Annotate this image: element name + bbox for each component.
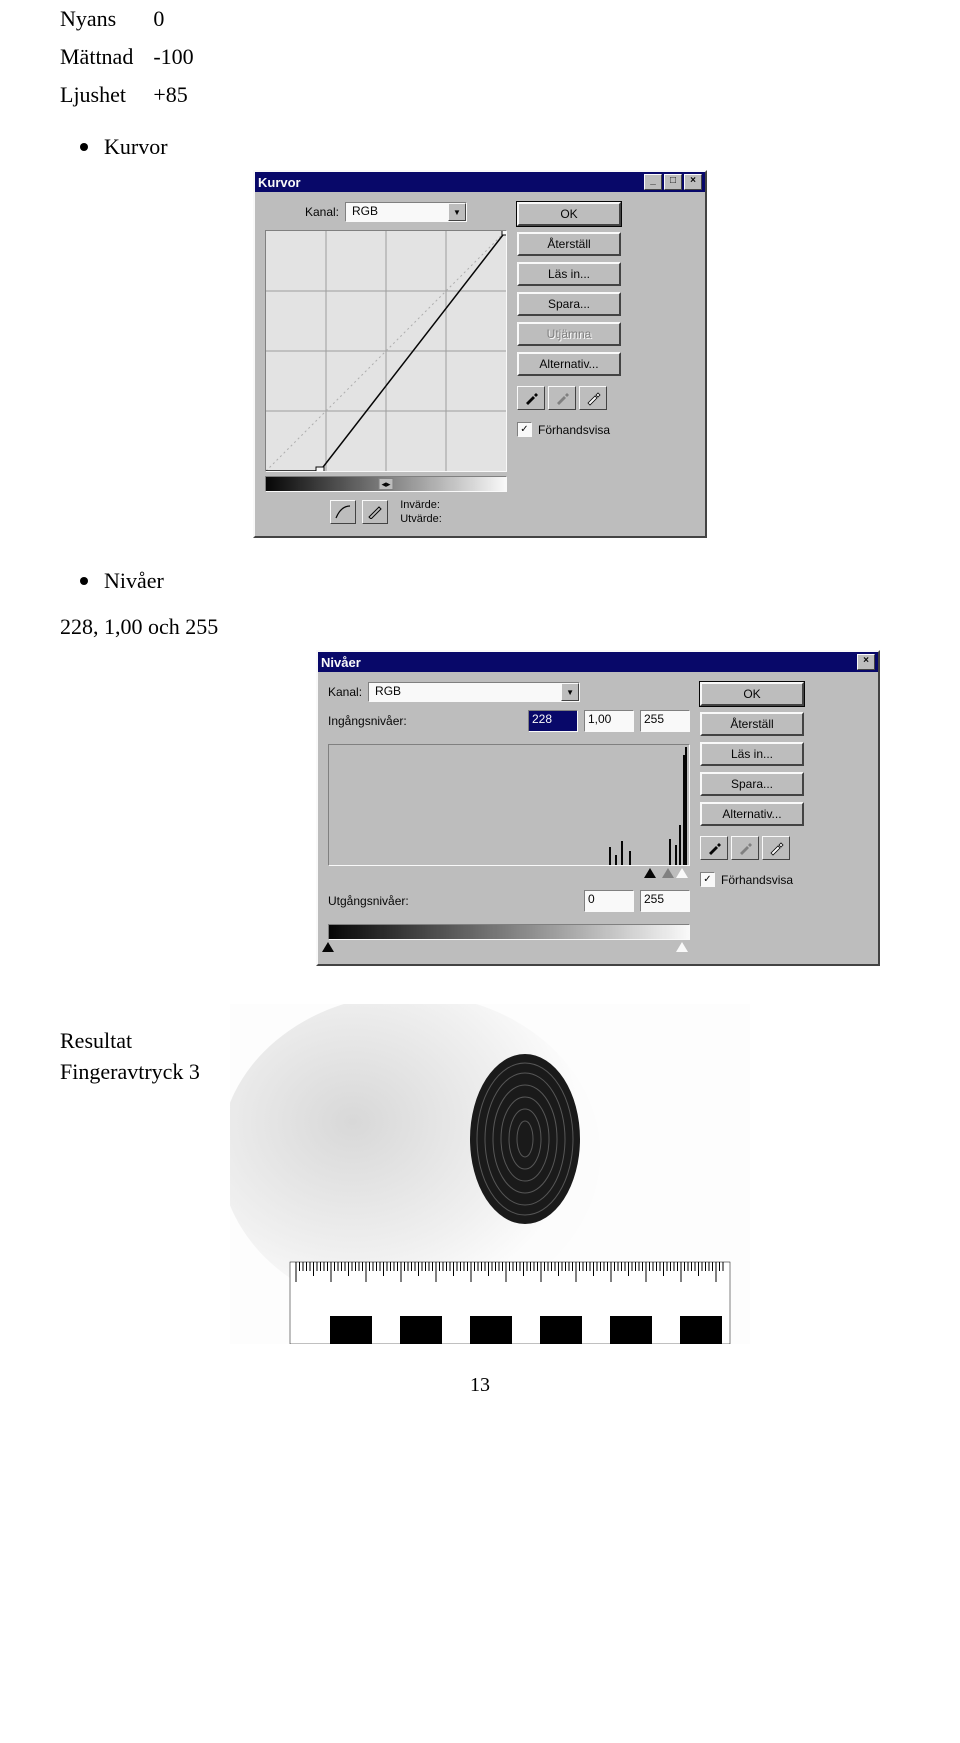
mattnad-label: Mättnad	[60, 38, 153, 76]
kurvor-preview-label: Förhandsvisa	[538, 423, 610, 437]
nivaer-save-button[interactable]: Spara...	[700, 772, 804, 796]
kurvor-preview-checkbox[interactable]: ✓	[517, 422, 532, 437]
kurvor-channel-label: Kanal:	[305, 205, 339, 219]
ljushet-value: +85	[153, 76, 213, 114]
nivaer-output-black[interactable]: 0	[584, 890, 634, 912]
kurvor-in-label: Invärde:	[400, 498, 442, 512]
kurvor-dialog: Kurvor _ □ × Kanal: RGB ▼	[253, 170, 707, 538]
kurvor-titlebar: Kurvor _ □ ×	[255, 172, 705, 192]
eyedropper-black-icon[interactable]	[700, 836, 728, 860]
nivaer-preview-label: Förhandsvisa	[721, 873, 793, 887]
nivaer-channel-value: RGB	[369, 683, 561, 701]
pencil-tool-button[interactable]	[362, 500, 388, 524]
nivaer-load-button[interactable]: Läs in...	[700, 742, 804, 766]
nyans-value: 0	[153, 0, 213, 38]
result-label-2: Fingeravtryck 3	[60, 1057, 200, 1088]
nivaer-title: Nivåer	[321, 655, 361, 670]
nivaer-output-label: Utgångsnivåer:	[328, 894, 409, 908]
nivaer-channel-combo[interactable]: RGB ▼	[368, 682, 580, 702]
kurvor-smooth-button: Utjämna	[517, 322, 621, 346]
ljushet-label: Ljushet	[60, 76, 153, 114]
input-white-slider[interactable]	[676, 868, 688, 878]
kurvor-section-label: Kurvor	[104, 134, 168, 160]
chevron-down-icon[interactable]: ▼	[561, 683, 579, 701]
kurvor-out-label: Utvärde:	[400, 512, 442, 526]
nivaer-histogram	[328, 744, 690, 866]
nivaer-input-white[interactable]: 255	[640, 710, 690, 732]
kurvor-gradient-bar: ◂▸	[265, 476, 507, 492]
nivaer-input-gamma[interactable]: 1,00	[584, 710, 634, 732]
nivaer-reset-button[interactable]: Återställ	[700, 712, 804, 736]
eyedropper-white-icon[interactable]	[762, 836, 790, 860]
nivaer-dialog: Nivåer × Kanal: RGB ▼ Ingångsnivåer:	[316, 650, 880, 966]
kurvor-save-button[interactable]: Spara...	[517, 292, 621, 316]
eyedropper-gray-icon[interactable]	[731, 836, 759, 860]
chevron-down-icon[interactable]: ▼	[448, 203, 466, 221]
nivaer-channel-label: Kanal:	[328, 685, 362, 699]
page-number: 13	[60, 1374, 900, 1397]
swap-gradient-icon[interactable]: ◂▸	[378, 478, 393, 490]
kurvor-channel-combo[interactable]: RGB ▼	[345, 202, 467, 222]
nyans-label: Nyans	[60, 0, 153, 38]
nivaer-section-label: Nivåer	[104, 568, 164, 594]
input-black-slider[interactable]	[644, 868, 656, 878]
nivaer-titlebar: Nivåer ×	[318, 652, 878, 672]
kurvor-load-button[interactable]: Läs in...	[517, 262, 621, 286]
maximize-button[interactable]: □	[664, 174, 682, 190]
close-button[interactable]: ×	[857, 654, 875, 670]
nivaer-input-black[interactable]: 228	[528, 710, 578, 732]
nivaer-ok-button[interactable]: OK	[700, 682, 804, 706]
nivaer-output-sliders[interactable]	[328, 942, 688, 954]
nivaer-input-sliders[interactable]	[328, 868, 688, 880]
params-table: Nyans 0 Mättnad -100 Ljushet +85	[60, 0, 214, 114]
minimize-button[interactable]: _	[644, 174, 662, 190]
kurvor-title: Kurvor	[258, 175, 301, 190]
bullet-icon	[80, 143, 88, 151]
kurvor-curve-area[interactable]	[265, 230, 507, 472]
kurvor-options-button[interactable]: Alternativ...	[517, 352, 621, 376]
output-white-slider[interactable]	[676, 942, 688, 952]
bullet-icon	[80, 577, 88, 585]
curve-tool-button[interactable]	[330, 500, 356, 524]
nivaer-input-label: Ingångsnivåer:	[328, 714, 407, 728]
kurvor-reset-button[interactable]: Återställ	[517, 232, 621, 256]
eyedropper-white-icon[interactable]	[579, 386, 607, 410]
eyedropper-gray-icon[interactable]	[548, 386, 576, 410]
nivaer-output-white[interactable]: 255	[640, 890, 690, 912]
nivaer-options-button[interactable]: Alternativ...	[700, 802, 804, 826]
nivaer-output-gradient	[328, 924, 690, 940]
nivaer-values-text: 228, 1,00 och 255	[60, 614, 900, 640]
kurvor-ok-button[interactable]: OK	[517, 202, 621, 226]
result-label-1: Resultat	[60, 1026, 200, 1057]
eyedropper-black-icon[interactable]	[517, 386, 545, 410]
close-button[interactable]: ×	[684, 174, 702, 190]
result-image	[230, 1004, 750, 1344]
output-black-slider[interactable]	[322, 942, 334, 952]
nivaer-preview-checkbox[interactable]: ✓	[700, 872, 715, 887]
input-gray-slider[interactable]	[662, 868, 674, 878]
mattnad-value: -100	[153, 38, 213, 76]
kurvor-channel-value: RGB	[346, 203, 448, 221]
